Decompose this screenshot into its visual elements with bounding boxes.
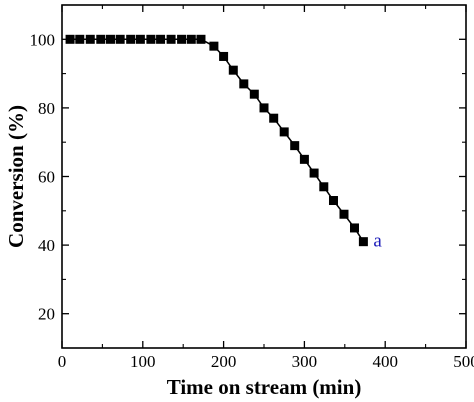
plot-border <box>61 4 467 349</box>
data-point <box>290 141 300 151</box>
data-point <box>358 237 368 247</box>
x-tick-label: 200 <box>211 352 237 371</box>
y-tick-label: 60 <box>38 168 55 187</box>
data-point <box>186 34 196 44</box>
series-a <box>65 34 368 247</box>
y-tick-label: 40 <box>38 236 55 255</box>
data-point <box>269 113 279 123</box>
data-point <box>309 168 319 178</box>
x-axis-title: Time on stream (min) <box>167 375 362 399</box>
data-point <box>279 127 289 137</box>
data-point <box>146 34 156 44</box>
y-tick-label: 20 <box>38 305 55 324</box>
data-point <box>219 51 229 61</box>
series-label: a <box>373 231 382 252</box>
x-tick-label: 0 <box>58 352 67 371</box>
y-axis-ticks: 20 40 60 80 100 <box>30 30 466 324</box>
data-point <box>96 34 106 44</box>
data-point <box>239 79 249 89</box>
data-point <box>135 34 145 44</box>
x-tick-label: 300 <box>292 352 318 371</box>
data-point <box>196 34 206 44</box>
data-point <box>85 34 95 44</box>
data-point <box>115 34 125 44</box>
plot-frame <box>61 4 467 349</box>
series-label-layer: a <box>373 231 382 252</box>
data-point <box>259 103 269 113</box>
data-point <box>209 41 219 51</box>
data-point <box>156 34 166 44</box>
series-layer <box>65 34 368 247</box>
data-point <box>339 209 349 219</box>
y-tick-label: 80 <box>38 99 55 118</box>
data-point <box>65 34 75 44</box>
data-point <box>319 182 329 192</box>
series-line <box>70 38 365 243</box>
data-point <box>299 154 309 164</box>
y-tick-label: 100 <box>30 30 56 49</box>
data-point <box>105 34 115 44</box>
data-point <box>177 34 187 44</box>
x-axis-ticks: 0 100 200 300 400 500 <box>58 5 474 371</box>
x-tick-label: 100 <box>130 352 156 371</box>
data-point <box>126 34 136 44</box>
data-point <box>349 223 359 233</box>
data-point <box>328 196 338 206</box>
data-point <box>228 65 238 75</box>
x-tick-label: 500 <box>453 352 474 371</box>
data-point <box>75 34 85 44</box>
data-point <box>166 34 176 44</box>
y-axis-title: Conversion (%) <box>4 105 28 248</box>
x-tick-label: 400 <box>372 352 398 371</box>
data-point <box>249 89 259 99</box>
